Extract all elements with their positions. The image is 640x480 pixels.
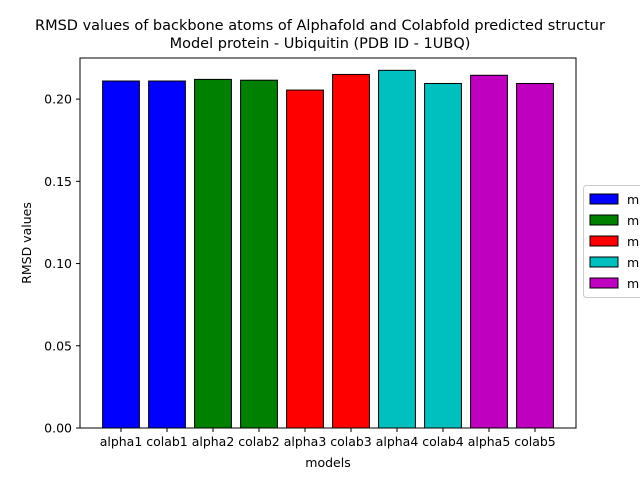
bar-alpha2 bbox=[194, 78, 232, 429]
bar-colab4 bbox=[424, 82, 462, 429]
x-axis-label: models bbox=[305, 455, 350, 470]
bar-colab5 bbox=[516, 82, 554, 429]
y-tick-label: 0.05 bbox=[44, 338, 72, 353]
x-tick-label: alpha5 bbox=[468, 434, 511, 449]
bar-alpha3 bbox=[286, 89, 324, 429]
bar-colab3 bbox=[332, 73, 370, 429]
legend-swatch bbox=[589, 277, 619, 289]
x-tick-label: alpha2 bbox=[192, 434, 235, 449]
y-axis: 0.00 0.05 0.10 0.15 0.20 bbox=[44, 92, 80, 436]
y-tick-label: 0.10 bbox=[44, 256, 72, 271]
y-tick-label: 0.20 bbox=[44, 92, 72, 107]
bar-alpha5 bbox=[470, 74, 508, 429]
x-axis: alpha1 colab1 alpha2 colab2 alpha3 colab3 alph… bbox=[100, 428, 556, 449]
legend-label: m bbox=[627, 213, 639, 228]
legend-swatch bbox=[589, 193, 619, 205]
bar-alpha1 bbox=[102, 80, 140, 429]
bar-colab2 bbox=[240, 79, 278, 429]
y-axis-label: RMSD values bbox=[19, 202, 34, 284]
chart-subtitle: Model protein - Ubiquitin (PDB ID - 1UBQ… bbox=[170, 36, 471, 52]
legend-swatch bbox=[589, 256, 619, 268]
legend-label: m bbox=[627, 255, 639, 270]
x-tick-label: alpha3 bbox=[284, 434, 327, 449]
y-tick-label: 0.15 bbox=[44, 174, 72, 189]
legend-label: m bbox=[627, 276, 639, 291]
legend-swatch bbox=[589, 235, 619, 247]
bar-alpha4 bbox=[378, 69, 416, 429]
plot-frame bbox=[79, 57, 577, 429]
y-tick-label: 0.00 bbox=[44, 421, 72, 436]
x-tick-label: alpha4 bbox=[376, 434, 419, 449]
x-tick-label: colab5 bbox=[514, 434, 556, 449]
bars-group bbox=[102, 69, 554, 429]
x-tick-label: colab4 bbox=[422, 434, 464, 449]
bar-colab1 bbox=[148, 80, 186, 429]
legend-label: m bbox=[627, 234, 639, 249]
legend-label: m bbox=[627, 192, 639, 207]
x-tick-label: colab1 bbox=[146, 434, 188, 449]
x-tick-label: alpha1 bbox=[100, 434, 143, 449]
legend-swatch bbox=[589, 214, 619, 226]
x-tick-label: colab2 bbox=[238, 434, 280, 449]
x-tick-label: colab3 bbox=[330, 434, 372, 449]
chart-title: RMSD values of backbone atoms of Alphafo… bbox=[35, 18, 605, 34]
